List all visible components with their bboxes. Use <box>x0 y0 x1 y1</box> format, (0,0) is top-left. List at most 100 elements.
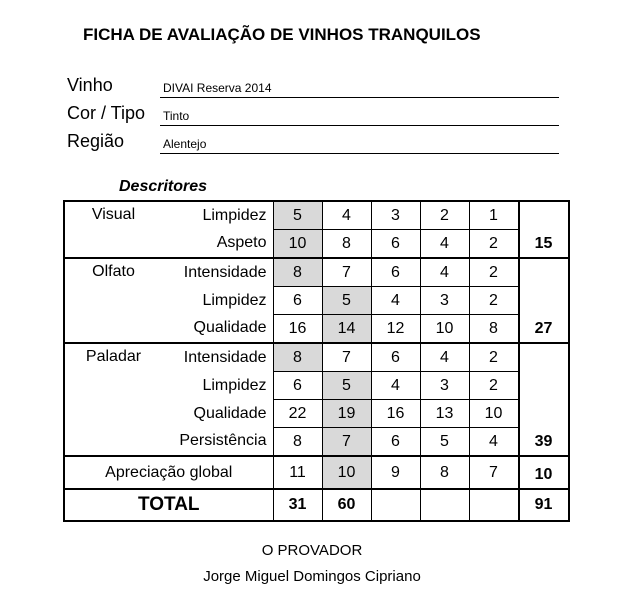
field-1: Cor / Tipo Tinto <box>67 100 559 126</box>
score-cell[interactable]: 2 <box>468 371 519 400</box>
score-cell[interactable]: 6 <box>370 229 421 259</box>
score-cell[interactable]: 4 <box>468 427 519 457</box>
field-label: Região <box>67 131 125 151</box>
grand-total: 91 <box>517 488 570 522</box>
group-subtotal: 10 <box>517 455 570 489</box>
score-cell[interactable]: 3 <box>370 200 421 230</box>
score-cell[interactable]: 5 <box>272 200 323 230</box>
descriptor-label: Limpidez <box>202 291 267 309</box>
score-cell[interactable]: 4 <box>419 229 470 259</box>
score-cell[interactable]: 22 <box>272 399 323 428</box>
field-label: Cor / Tipo <box>67 103 146 123</box>
score-cell[interactable]: 4 <box>370 286 421 315</box>
table-row: Apreciação global 11 10 9 8 7 10 <box>64 455 570 490</box>
group-name: Visual <box>64 200 162 258</box>
field-label: Vinho <box>67 75 113 95</box>
score-cell[interactable]: 8 <box>272 342 323 372</box>
score-cell[interactable]: 10 <box>468 399 519 428</box>
taster-name: Jorge Miguel Domingos Cipriano <box>203 568 421 585</box>
group-name: Paladar <box>64 342 162 456</box>
score-cell[interactable]: 5 <box>321 371 372 400</box>
score-cell[interactable]: 16 <box>272 314 323 344</box>
group-name: Olfato <box>64 257 162 343</box>
group-name: Apreciação global <box>64 455 273 489</box>
signature-label: O PROVADOR <box>261 542 363 559</box>
group-subtotal: 39 <box>517 342 570 456</box>
score-cell[interactable]: 2 <box>468 257 519 287</box>
table-row: Qualidade 22 19 16 13 10 <box>64 399 569 428</box>
descriptor-label: Limpidez <box>202 376 267 394</box>
group-subtotal: 27 <box>517 257 570 343</box>
score-cell[interactable]: 7 <box>468 455 519 490</box>
score-cell[interactable]: 4 <box>321 200 372 230</box>
score-cell[interactable]: 12 <box>370 314 421 344</box>
score-cell[interactable]: 8 <box>321 229 372 259</box>
score-cell[interactable]: 13 <box>419 399 470 428</box>
descriptor-label: Aspeto <box>216 234 267 252</box>
total-column-value: 60 <box>321 488 372 522</box>
descriptor-label: Qualidade <box>193 404 267 422</box>
page-title: FICHA DE AVALIAÇÃO DE VINHOS TRANQUILOS <box>83 25 481 44</box>
score-cell[interactable]: 9 <box>370 455 421 490</box>
field-underline <box>160 153 559 154</box>
score-cell[interactable]: 10 <box>321 455 372 490</box>
score-cell[interactable]: 5 <box>419 427 470 457</box>
score-cell[interactable]: 8 <box>272 257 323 287</box>
score-cell[interactable]: 11 <box>272 455 323 490</box>
field-underline <box>160 125 559 126</box>
score-cell[interactable]: 6 <box>370 427 421 457</box>
field-underline <box>160 97 559 98</box>
score-cell[interactable]: 2 <box>419 200 470 230</box>
score-cell[interactable]: 7 <box>321 427 372 457</box>
field-value[interactable]: DIVAI Reserva 2014 <box>163 81 272 95</box>
score-cell[interactable]: 6 <box>272 371 323 400</box>
score-cell[interactable]: 7 <box>321 257 372 287</box>
score-cell[interactable]: 8 <box>419 455 470 490</box>
table-row: Visual Limpidez 5 4 3 2 1 15 <box>64 200 570 258</box>
table-row: Limpidez 6 5 4 3 2 <box>64 286 569 315</box>
score-cell[interactable]: 5 <box>321 286 372 315</box>
score-cell[interactable]: 4 <box>370 371 421 400</box>
score-cell[interactable]: 6 <box>370 257 421 287</box>
group-subtotal: 15 <box>517 200 570 258</box>
table-row: Aspeto 10 8 6 4 2 <box>64 229 569 259</box>
field-value[interactable]: Tinto <box>163 109 190 123</box>
total-row: TOTAL 31 60 91 <box>64 488 570 522</box>
score-cell[interactable]: 3 <box>419 371 470 400</box>
score-cell[interactable]: 10 <box>272 229 323 259</box>
field-0: Vinho DIVAI Reserva 2014 <box>67 72 559 98</box>
score-cell[interactable]: 19 <box>321 399 372 428</box>
score-cell[interactable]: 2 <box>468 229 519 259</box>
descritores-heading: Descritores <box>119 178 208 195</box>
score-cell[interactable]: 2 <box>468 286 519 315</box>
score-cell[interactable]: 2 <box>468 342 519 372</box>
total-column-value <box>370 488 421 522</box>
total-column-value <box>468 488 519 522</box>
score-cell[interactable]: 8 <box>272 427 323 457</box>
total-column-value <box>419 488 470 522</box>
score-cell[interactable]: 7 <box>321 342 372 372</box>
table-row: Limpidez 6 5 4 3 2 <box>64 371 569 400</box>
score-cell[interactable]: 3 <box>419 286 470 315</box>
total-label: TOTAL <box>64 488 273 522</box>
score-cell[interactable]: 6 <box>370 342 421 372</box>
score-cell[interactable]: 14 <box>321 314 372 344</box>
descriptor-label: Intensidade <box>162 342 273 372</box>
field-value[interactable]: Alentejo <box>163 137 207 151</box>
evaluation-table: Visual Limpidez 5 4 3 2 1 15 Aspeto 10 8 6 4 2 Olfato I… <box>63 200 570 522</box>
score-cell[interactable]: 1 <box>468 200 519 230</box>
table-row: Qualidade 16 14 12 10 8 <box>64 314 569 344</box>
score-cell[interactable]: 4 <box>419 342 470 372</box>
score-cell[interactable]: 16 <box>370 399 421 428</box>
field-2: Região Alentejo <box>67 128 559 154</box>
descriptor-label: Limpidez <box>162 200 273 230</box>
table-row: Olfato Intensidade 8 7 6 4 2 27 <box>64 257 570 343</box>
table-row: Paladar Intensidade 8 7 6 4 2 39 <box>64 342 570 456</box>
descriptor-label: Intensidade <box>162 257 273 287</box>
score-cell[interactable]: 8 <box>468 314 519 344</box>
score-cell[interactable]: 6 <box>272 286 323 315</box>
score-cell[interactable]: 10 <box>419 314 470 344</box>
total-column-value: 31 <box>272 488 323 522</box>
descriptor-label: Qualidade <box>193 319 267 337</box>
score-cell[interactable]: 4 <box>419 257 470 287</box>
